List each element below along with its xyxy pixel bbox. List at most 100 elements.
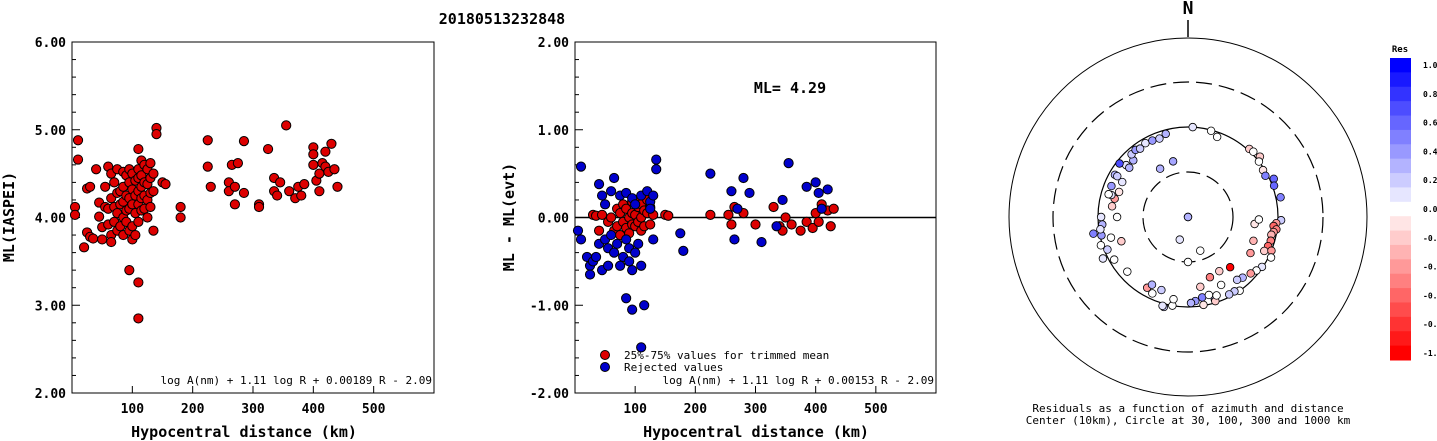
station-marker [1249,236,1258,246]
station-marker [1175,235,1184,244]
station-marker [1123,267,1132,276]
data-point [813,187,824,199]
data-point [599,199,611,210]
station-marker [1096,212,1106,222]
station-marker [1158,301,1167,311]
colorbar-cell [1390,173,1411,188]
station-marker [1096,225,1105,234]
data-point [281,120,292,131]
colorbar-cell [1390,259,1411,275]
x-tick-label: 200 [684,402,708,417]
colorbar-cell [1390,187,1411,203]
colorbar-cell [1390,345,1411,361]
colorbar-label: -0.6 [1423,291,1437,300]
data-point [723,209,734,220]
data-point [97,234,108,245]
data-point [584,269,596,280]
data-point [738,172,749,184]
station-marker [1148,136,1157,145]
station-marker [1183,257,1193,267]
colorbar-label: 0.0 [1423,205,1437,214]
colorbar-label: 1.0 [1423,61,1437,70]
y-tick-label: 3.00 [35,299,66,314]
polar-caption-line1: Residuals as a function of azimuth and d… [1032,402,1343,415]
colorbar-cell [1390,129,1411,145]
legend-label-rejected: Rejected values [624,361,723,374]
station-marker [1249,147,1258,156]
north-label: N [1183,0,1194,19]
data-point [822,184,833,195]
y-tick-label: -2.00 [530,387,569,402]
data-point [596,209,608,220]
colorbar-cell [1390,201,1411,217]
data-point [675,228,686,239]
station-marker [1216,280,1226,290]
data-point [100,181,111,192]
data-point [813,216,824,227]
data-point [145,157,156,169]
data-point [572,225,584,236]
station-marker [1168,157,1178,166]
station-marker [1260,246,1269,256]
data-point [296,190,307,201]
station-marker [1266,253,1276,262]
axis-ticks: 100 200 300 400 500 2.00 3.00 4.00 5.00 6.00 [35,36,386,417]
station-marker [1112,212,1122,222]
data-point [627,265,638,276]
data-point [72,154,84,165]
polar-caption-line2: Center (10km), Circle at 30, 100, 300 an… [1026,414,1351,427]
event-title: 20180513232848 [439,10,565,28]
station-marker [1232,275,1242,285]
data-point [133,313,144,324]
station-marker [1188,122,1197,132]
station-marker [1118,177,1127,187]
data-point [816,203,827,214]
data-point [308,149,319,160]
data-point [621,234,632,245]
data-point [612,238,623,249]
data-point [609,247,620,258]
data-point [732,203,743,214]
colorbar-labels: 1.0 0.8 0.6 0.4 0.2 0.0 -0.2 -0.4 -0.6 -0.8 -1.0 [1423,61,1437,358]
x-tick-label: 400 [302,402,326,417]
station-marker [1147,280,1157,289]
station-markers [1089,122,1286,312]
station-marker [1096,241,1106,250]
data-point [133,216,144,227]
station-marker [1169,295,1178,304]
data-point [606,212,617,223]
data-point [810,177,821,188]
data-point [750,219,761,230]
data-point [648,190,659,201]
colorbar-cell [1390,144,1411,160]
data-point [615,260,626,271]
data-point [780,212,791,223]
data-point [133,277,144,288]
x-tick-label: 500 [864,402,888,417]
data-point [651,154,662,165]
colorbar-label: 0.4 [1423,147,1437,156]
data-point [238,136,250,147]
data-point [106,236,117,248]
data-point [299,179,310,190]
x-axis-label: Hypocentral distance (km) [131,423,357,441]
colorbar-cell [1390,316,1411,332]
data-point [275,177,286,188]
data-point [756,236,767,248]
data-point [801,216,812,227]
data-point [85,181,96,192]
data-point [807,222,818,234]
data-point [253,201,265,213]
station-marker [1254,157,1264,166]
data-point [630,247,641,258]
station-marker [1246,248,1255,258]
data-point [633,238,644,249]
data-point [130,229,141,241]
data-point [648,234,659,245]
data-point [663,210,674,221]
data-point [94,211,105,222]
station-marker [1261,171,1270,181]
data-point [160,179,171,190]
station-marker [1206,126,1216,135]
